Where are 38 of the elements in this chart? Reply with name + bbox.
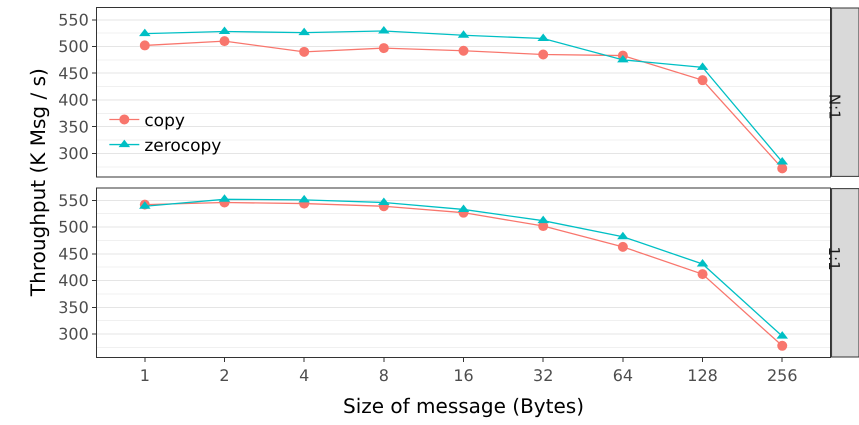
text: 1:1 — [825, 246, 844, 271]
x-tick-label: 8 — [378, 366, 389, 386]
x-tick-label: 256 — [766, 366, 798, 386]
x-axis-title: Size of message (Bytes) — [343, 394, 584, 418]
legend-label: copy — [144, 111, 185, 132]
y-tick-label: 300 — [58, 324, 89, 344]
point — [219, 36, 230, 46]
y-tick-label: 300 — [58, 144, 89, 164]
y-tick-label: 450 — [58, 64, 89, 83]
point — [698, 75, 708, 86]
y-tick-label: 400 — [58, 271, 89, 290]
x-tick-label: 32 — [533, 366, 554, 386]
y-tick-label: 500 — [58, 218, 89, 237]
point — [698, 269, 708, 280]
y-tick-label: 500 — [58, 37, 89, 56]
y-axis-title: Throughput (K Msg / s) — [26, 68, 50, 298]
x-tick-label: 128 — [687, 366, 718, 386]
point — [378, 43, 389, 54]
y-tick-label: 550 — [58, 190, 89, 210]
x-tick-label: 64 — [612, 366, 634, 386]
y-tick-label: 450 — [58, 244, 89, 264]
x-tick-label: 2 — [219, 366, 230, 386]
point — [299, 46, 310, 57]
text: N:1 — [825, 94, 844, 120]
point — [458, 46, 469, 56]
point — [777, 340, 788, 351]
x-tick-label: 16 — [453, 366, 474, 386]
y-tick-label: 400 — [58, 90, 89, 110]
y-tick-label: 550 — [58, 10, 89, 30]
legend-label: zerocopy — [144, 136, 222, 156]
point — [618, 242, 628, 252]
y-tick-label: 350 — [58, 117, 89, 136]
point — [140, 40, 150, 50]
x-tick-label: 4 — [299, 366, 310, 386]
point — [538, 50, 548, 60]
x-tick-label: 1 — [140, 366, 150, 386]
y-tick-label: 350 — [58, 298, 89, 317]
point — [777, 163, 788, 174]
